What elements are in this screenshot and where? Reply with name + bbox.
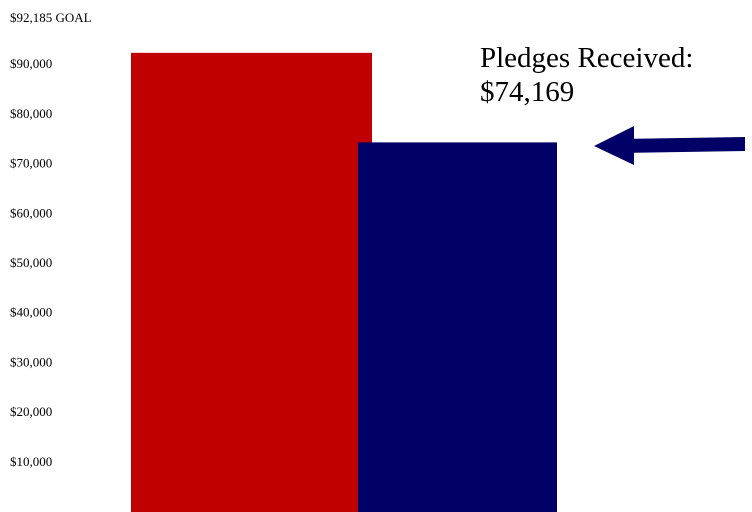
bar-pledges-received: [358, 142, 557, 512]
y-tick-label: $20,000: [10, 404, 52, 419]
arrow-shaft: [620, 137, 745, 153]
y-tick-label: $30,000: [10, 354, 52, 369]
y-tick-label: $50,000: [10, 255, 52, 270]
callout-title: Pledges Received:: [480, 42, 693, 74]
callout-value: $74,169: [480, 76, 574, 108]
bar-goal: [131, 52, 372, 512]
goal-label: $92,185 GOAL: [10, 10, 92, 25]
y-tick-label: $80,000: [10, 106, 52, 121]
bars: [131, 52, 557, 512]
left-arrow-icon: [594, 126, 745, 165]
arrow-head: [594, 126, 634, 165]
callout: Pledges Received: $74,169: [480, 42, 693, 108]
y-tick-label: $10,000: [10, 454, 52, 469]
y-tick-label: $60,000: [10, 205, 52, 220]
y-tick-label: $90,000: [10, 56, 52, 71]
y-tick-label: $70,000: [10, 156, 52, 171]
y-axis-tick-labels: $10,000 $20,000 $30,000 $40,000 $50,000 $60,0…: [10, 56, 52, 469]
y-tick-label: $40,000: [10, 305, 52, 320]
